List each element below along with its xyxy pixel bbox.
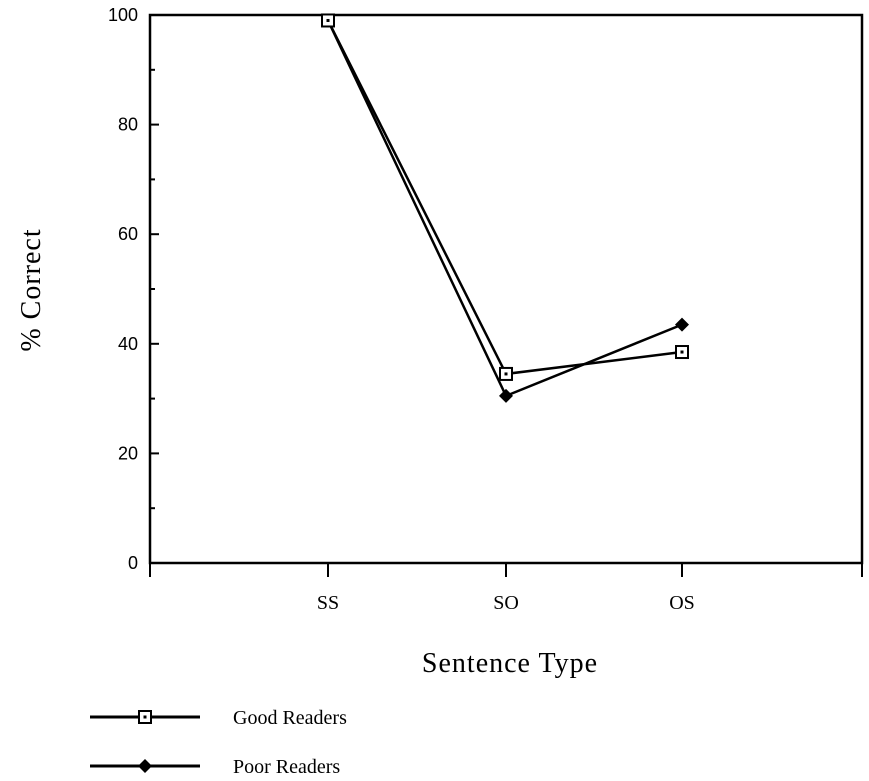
series-layer	[321, 13, 689, 403]
y-tick-label: 20	[118, 443, 138, 463]
y-tick-label: 60	[118, 224, 138, 244]
x-tick-label: SS	[317, 592, 339, 614]
data-point-good-readers	[499, 366, 513, 381]
x-tick-label: SO	[493, 592, 519, 614]
data-point-poor-readers	[675, 317, 689, 332]
legend-marker	[138, 759, 152, 773]
data-point-poor-readers	[499, 388, 513, 403]
legend-label: Poor Readers	[233, 756, 340, 778]
y-tick-label: 0	[128, 553, 138, 573]
legend-marker	[138, 710, 152, 724]
data-point-good-readers	[321, 13, 335, 28]
series-line-good-readers	[326, 19, 683, 376]
data-point-good-readers	[675, 345, 689, 360]
series-line-poor-readers	[326, 19, 683, 398]
y-axis-ticks: 0 20 40 60 80 100	[108, 5, 159, 573]
x-tick-label: OS	[669, 592, 695, 614]
plot-frame	[148, 13, 864, 565]
x-axis-title: Sentence Type	[422, 648, 598, 679]
y-tick-label: 40	[118, 334, 138, 354]
y-tick-label: 100	[108, 5, 138, 25]
x-axis-ticks: SS SO OS	[149, 563, 863, 614]
y-axis-title: % Correct	[16, 228, 47, 351]
legend-label: Good Readers	[233, 707, 347, 729]
y-tick-label: 80	[118, 115, 138, 135]
legend: Good Readers Poor Readers	[90, 707, 347, 778]
